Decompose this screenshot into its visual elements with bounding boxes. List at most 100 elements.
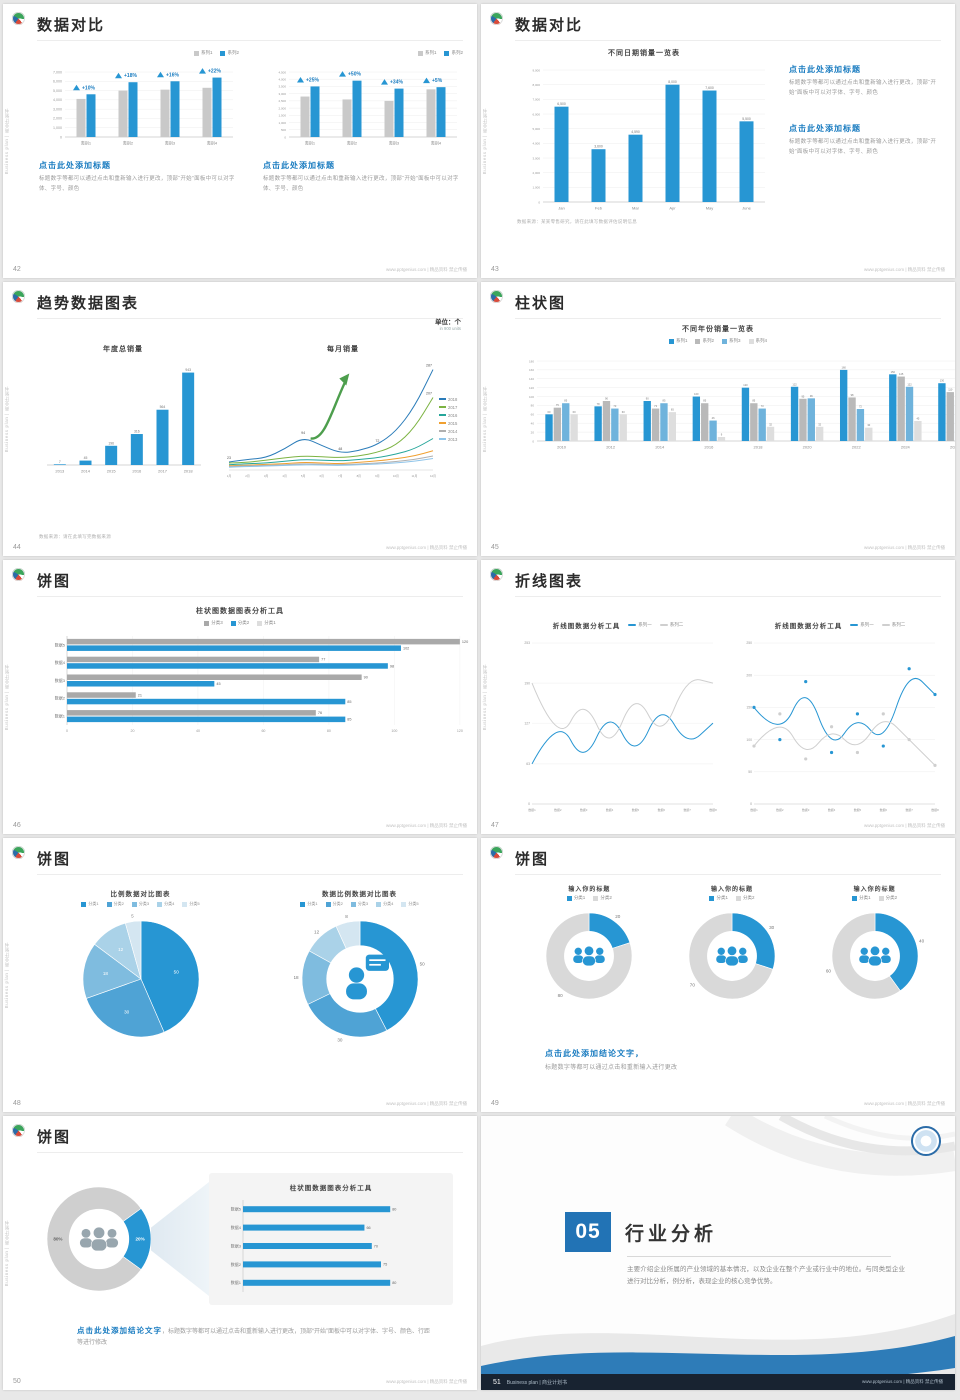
svg-text:数据2: 数据2: [231, 1261, 242, 1267]
chart-legend: 分类1 分类2: [566, 895, 612, 901]
svg-text:数据7: 数据7: [683, 807, 691, 812]
svg-text:0: 0: [284, 135, 286, 139]
slide-header: 饼图: [37, 1126, 463, 1153]
svg-text:2,500: 2,500: [278, 99, 286, 103]
chart-title: 比例数据对比图表: [110, 891, 171, 898]
svg-text:6月: 6月: [319, 474, 324, 478]
svg-text:100: 100: [391, 729, 397, 733]
svg-text:2020: 2020: [803, 445, 813, 450]
placeholder-body[interactable]: 标题数字等都可以通过点击和重新输入进行更改，顶部“开始”面板中可以对字体、字号、…: [789, 138, 937, 155]
placeholder-heading[interactable]: 点击此处添加标题: [789, 65, 861, 74]
svg-text:9,000: 9,000: [532, 68, 540, 72]
placeholder-heading[interactable]: 点击此处添加标题: [263, 161, 335, 170]
svg-text:60: 60: [261, 729, 265, 733]
svg-text:190: 190: [524, 681, 530, 685]
svg-text:0: 0: [60, 135, 62, 139]
svg-text:32: 32: [818, 422, 821, 426]
svg-text:60: 60: [826, 969, 832, 974]
conclusion-heading[interactable]: 点击此处添加结论文字: [77, 1326, 162, 1335]
svg-text:Apr: Apr: [669, 206, 676, 211]
svg-text:122: 122: [907, 382, 912, 386]
svg-text:数据5: 数据5: [632, 807, 640, 812]
svg-text:207: 207: [426, 392, 432, 396]
slide-43[interactable]: Business plan | 商业计划书 43 www.pptgenius.c…: [481, 4, 955, 278]
annual-sales-block: 年度总销量 2013 2014 2015 2016 2017 2018 7 45 196 316 5…: [39, 344, 207, 476]
svg-text:95: 95: [801, 394, 804, 398]
slide-45[interactable]: Business plan | 商业计划书 45 www.pptgenius.c…: [481, 282, 955, 556]
placeholder-heading[interactable]: 点击此处添加标题: [789, 123, 861, 133]
panel-title: 柱状图数据图表分析工具: [289, 1185, 373, 1192]
placeholder-body[interactable]: 标题数字等都可以通过点击和重新输入进行更改，顶部“开始”面板中可以对字体、字号、…: [263, 176, 459, 192]
comparison-block-left: 系列1 系列2 0 1,000 2,000 3,000 4,000 5,000 6,000 7,…: [39, 50, 239, 264]
monthly-sales-block: 每月销量 1月 2月 3月 4月 5月 6月 7月 8月 9月 10月 11月 12月 23 94 48 72…: [221, 344, 465, 480]
svg-text:45: 45: [916, 417, 919, 421]
slide-42[interactable]: Business plan | 商业计划书 42 www.pptgenius.c…: [3, 4, 477, 278]
svg-text:85: 85: [703, 399, 706, 403]
svg-text:316: 316: [134, 430, 140, 434]
slide-48[interactable]: Business plan | 商业计划书 48 www.pptgenius.c…: [3, 838, 477, 1112]
svg-text:140: 140: [529, 377, 534, 381]
svg-text:20: 20: [531, 430, 535, 434]
text-column: 点击此处添加标题 标题数字等都可以通过点击和重新输入进行更改，顶部“开始”面板中…: [789, 64, 939, 158]
svg-text:3月: 3月: [264, 474, 269, 478]
slide-header: 饼图: [37, 848, 463, 875]
brand-logo-icon: [12, 1124, 25, 1137]
chart-legend: 分类3 分类2 分类1: [3, 620, 477, 626]
placeholder-body[interactable]: 标题数字等都可以通过点击和重新输入进行更改，顶部“开始”面板中可以对字体、字号、…: [789, 80, 937, 96]
svg-text:5,000: 5,000: [532, 127, 540, 131]
conclusion-body[interactable]: 标题数字等都可以通过点击和重新输入进行更改: [545, 1065, 678, 1071]
svg-text:类别3: 类别3: [165, 140, 176, 146]
line-chart-block-left: 折线图数据分析工具 系列一 系列二 0 63 127 190 253 数据1 数据2 数据3 数据…: [517, 620, 719, 814]
svg-text:130: 130: [940, 379, 945, 383]
svg-text:5: 5: [131, 914, 134, 919]
svg-text:类别1: 类别1: [305, 140, 316, 146]
svg-text:73: 73: [613, 404, 616, 408]
placeholder-heading[interactable]: 点击此处添加标题: [39, 161, 111, 170]
unit-sublabel: in 900 units: [439, 326, 461, 331]
svg-text:4,000: 4,000: [53, 98, 62, 102]
slide-51[interactable]: 05 行业分析 主要介绍企业所属的产业领域的基本情况，以及企业在整个产业或行业中…: [481, 1116, 955, 1390]
brand-logo-icon: [12, 290, 25, 303]
slide-header: 数据对比: [37, 14, 463, 41]
slide-44[interactable]: Business plan | 商业计划书 44 www.pptgenius.c…: [3, 282, 477, 556]
conclusion-heading[interactable]: 点击此处添加结论文字，: [545, 1049, 644, 1058]
placeholder-body[interactable]: 标题数字等都可以通过点击和重新输入进行更改，顶部“开始”面板中可以对字体、字号、…: [39, 176, 235, 192]
svg-text:2018: 2018: [184, 469, 194, 474]
svg-text:2026: 2026: [950, 445, 955, 450]
svg-text:100: 100: [694, 392, 699, 396]
svg-text:70: 70: [374, 1244, 378, 1248]
chart-title: 年度总销量: [103, 346, 143, 353]
svg-text:数据2: 数据2: [554, 807, 562, 812]
chart-title: 输入你的标题: [568, 887, 611, 893]
svg-text:564: 564: [160, 405, 166, 409]
chart-title: 折线图数据分析工具: [552, 623, 621, 630]
svg-text:+25%: +25%: [306, 77, 319, 83]
chart-legend: 2018 2017 2016 2015 2014 2013: [439, 358, 465, 480]
sidebar-watermark: Business plan | 商业计划书: [4, 941, 9, 1009]
slide-50[interactable]: Business plan | 商业计划书 50 www.pptgenius.c…: [3, 1116, 477, 1390]
chart-title: 不同年份销量一览表: [682, 326, 754, 333]
donut-block-2: 输入你的标题 分类1 分类2 30 70: [670, 884, 795, 1007]
slide-46[interactable]: Business plan | 商业计划书 46 www.pptgenius.c…: [3, 560, 477, 834]
svg-text:2018: 2018: [754, 445, 764, 450]
svg-text:40: 40: [531, 422, 535, 426]
svg-text:数据1: 数据1: [55, 713, 66, 719]
line-chart: 0 50 100 150 200 250 数据1 数据2 数据3 数据4 数据5 数据6 数据7 数据8: [739, 636, 941, 814]
chart-title: 每月销量: [327, 346, 359, 353]
svg-text:120: 120: [529, 386, 534, 390]
svg-text:+5%: +5%: [432, 78, 443, 84]
page-number: 45: [491, 544, 499, 551]
donut-chart: 30 70: [679, 905, 785, 1007]
svg-text:200: 200: [746, 673, 752, 677]
svg-text:120: 120: [462, 640, 468, 644]
brand-logo-icon: [490, 290, 503, 303]
conclusion-body[interactable]: ，标题数字等都可以通过点击和重新输入进行更改，顶部“开始”面板中可以对字体、字号…: [77, 1329, 430, 1347]
svg-text:数据4: 数据4: [606, 807, 614, 812]
slide-title: 饼图: [515, 851, 550, 868]
svg-text:73: 73: [654, 404, 657, 408]
slide-47[interactable]: Business plan | 商业计划书 47 www.pptgenius.c…: [481, 560, 955, 834]
svg-text:60: 60: [622, 410, 625, 414]
slide-49[interactable]: 49 www.pptgenius.com | 精品资料 禁止传播 饼图 输入你的…: [481, 838, 955, 1112]
page-number: 51: [493, 1379, 501, 1386]
svg-text:2024: 2024: [901, 445, 911, 450]
